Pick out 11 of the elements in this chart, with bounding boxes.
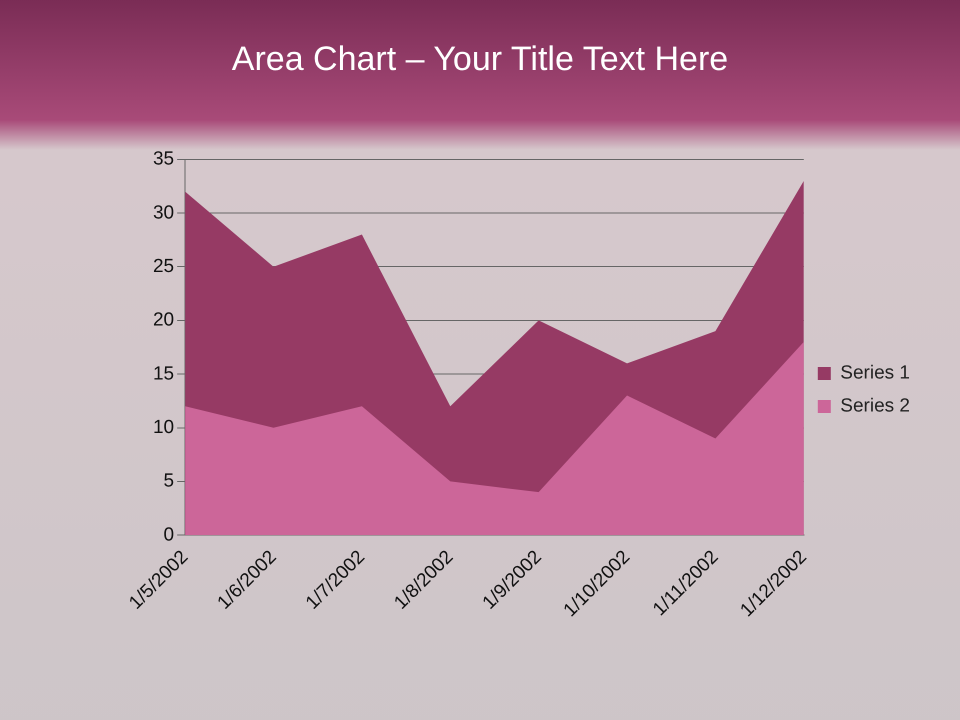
chart-title: Area Chart – Your Title Text Here: [230, 40, 730, 79]
y-tick-label: 35: [152, 148, 174, 170]
legend-label: Series 1: [840, 362, 910, 384]
y-tick-label: 25: [152, 256, 174, 277]
y-tick-label: 30: [152, 202, 174, 224]
y-tick-label: 0: [164, 524, 174, 546]
y-tick-label: 15: [152, 363, 174, 384]
legend-label: Series 2: [840, 396, 910, 417]
y-tick-label: 10: [152, 417, 174, 438]
y-tick-label: 20: [152, 310, 174, 331]
y-tick-label: 5: [164, 470, 174, 492]
